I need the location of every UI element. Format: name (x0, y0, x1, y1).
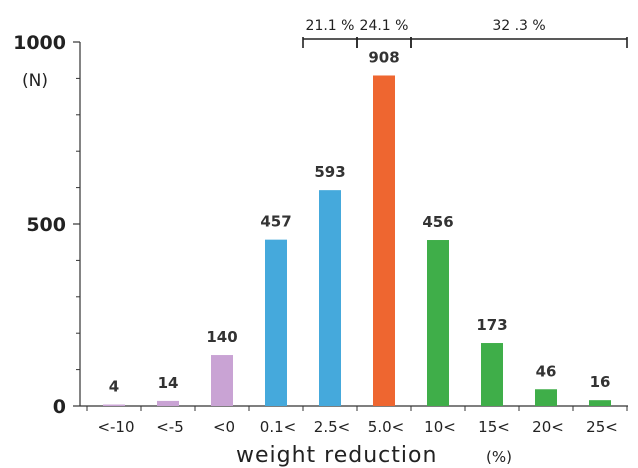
bracket-label: 24.1 % (360, 18, 409, 34)
bars (103, 75, 611, 406)
bracket-label: 21.1 % (306, 18, 355, 34)
y-tick-label: 500 (26, 214, 66, 236)
data-label: 16 (590, 373, 611, 391)
value-labels: 4 14 140 457 593 908 456 173 46 16 (109, 48, 611, 395)
bar (373, 75, 395, 406)
x-tick-label: 15< (478, 418, 510, 436)
data-label: 456 (422, 213, 453, 231)
brackets: 21.1 % 24.1 % 32 .3 % (302, 18, 628, 48)
bar (265, 239, 287, 406)
data-label: 46 (536, 362, 557, 380)
data-label: 14 (158, 374, 179, 392)
x-tick-label: 2.5< (314, 418, 350, 436)
data-label: 173 (476, 316, 507, 334)
x-axis-tick-labels: <-10 <-5 <0 0.1< 2.5< 5.0< 10< 15< 20< 25< (97, 418, 617, 436)
data-label: 593 (314, 163, 345, 181)
data-label: 4 (109, 378, 119, 396)
y-axis-unit: (N) (22, 71, 48, 91)
bar (427, 240, 449, 406)
bar (157, 400, 179, 406)
x-tick-label: <-10 (97, 418, 134, 436)
bar (535, 389, 557, 406)
x-tick-label: 25< (586, 418, 618, 436)
data-label: 457 (260, 213, 291, 231)
data-label: 140 (206, 328, 237, 346)
x-tick-label: 0.1< (260, 418, 296, 436)
y-tick-label: 0 (53, 396, 66, 418)
y-axis-ticks: 0 500 1000 (13, 32, 80, 418)
bar (211, 355, 233, 406)
bar (103, 404, 125, 406)
y-tick-label: 1000 (13, 32, 66, 54)
x-tick-label: 5.0< (368, 418, 404, 436)
x-axis-unit: (%) (486, 448, 512, 466)
x-axis-title: weight reduction (236, 443, 437, 468)
bracket: 32 .3 % (410, 18, 628, 48)
bar (481, 343, 503, 406)
x-tick-label: <-5 (156, 418, 184, 436)
bar (589, 400, 611, 406)
bracket-label: 32 .3 % (492, 18, 545, 34)
bar (319, 190, 341, 406)
x-tick-label: 10< (424, 418, 456, 436)
x-tick-label: <0 (213, 418, 235, 436)
x-tick-label: 20< (532, 418, 564, 436)
data-label: 908 (368, 48, 399, 66)
